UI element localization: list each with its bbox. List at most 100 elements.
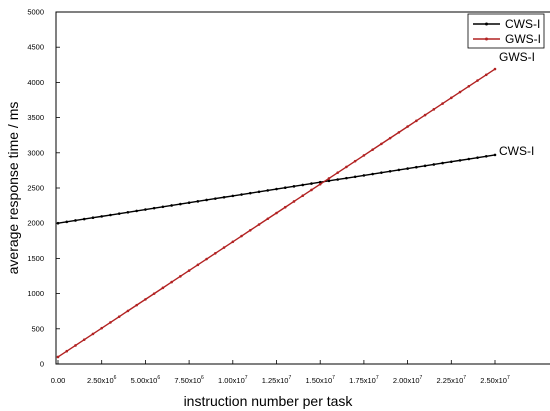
x-tick-mantissa: 5.00x10 xyxy=(131,376,158,385)
data-point xyxy=(292,200,296,203)
x-tick-label: 2.50x106 xyxy=(87,375,117,385)
data-point xyxy=(56,355,60,359)
data-point xyxy=(135,209,138,213)
data-point xyxy=(301,194,305,198)
data-point xyxy=(231,240,235,244)
data-point xyxy=(117,212,121,215)
y-tick-label: 5000 xyxy=(27,8,44,17)
data-point xyxy=(144,208,147,211)
x-tick-label: 5.00x106 xyxy=(131,375,161,385)
data-point xyxy=(179,275,182,278)
data-point xyxy=(336,178,339,181)
data-point xyxy=(161,286,165,290)
plot-frame xyxy=(55,11,550,365)
y-tick-label: 2000 xyxy=(27,219,44,228)
data-point xyxy=(65,220,69,224)
x-tick-exponent: 6 xyxy=(114,375,117,381)
x-tick-mantissa: 1.75x10 xyxy=(349,376,376,385)
data-point xyxy=(266,217,270,221)
data-point xyxy=(205,257,208,261)
data-point xyxy=(91,332,95,336)
data-point xyxy=(74,219,77,222)
data-point xyxy=(493,153,497,157)
data-point xyxy=(56,221,60,225)
y-tick-label: 4000 xyxy=(27,78,44,87)
data-point xyxy=(196,263,200,267)
x-tick-label: 2.50x107 xyxy=(480,375,510,385)
data-point xyxy=(187,269,191,272)
data-point xyxy=(257,223,261,226)
data-point xyxy=(257,190,261,194)
data-point xyxy=(423,113,427,117)
x-tick-label: 1.75x107 xyxy=(349,375,379,385)
data-point xyxy=(458,90,462,94)
y-tick-label: 1000 xyxy=(27,289,44,298)
data-point xyxy=(170,204,173,207)
data-point xyxy=(100,215,103,218)
data-point xyxy=(275,211,278,215)
data-point xyxy=(214,252,217,255)
data-point xyxy=(144,298,147,301)
data-point xyxy=(301,183,305,187)
x-tick-exponent: 7 xyxy=(288,375,291,381)
data-point xyxy=(353,175,357,179)
data-point xyxy=(467,85,471,88)
x-tick-exponent: 7 xyxy=(332,375,335,381)
y-tick-label: 0 xyxy=(40,360,44,369)
legend-marker xyxy=(485,37,488,41)
data-point xyxy=(327,177,331,180)
legend-label: GWS-I xyxy=(505,32,541,46)
data-point xyxy=(214,197,217,200)
data-point xyxy=(248,191,252,195)
legend-marker xyxy=(485,22,488,26)
x-tick-label: 7.50x106 xyxy=(174,375,204,385)
data-point xyxy=(283,205,287,209)
data-point xyxy=(310,188,313,192)
series-layer xyxy=(56,67,497,359)
data-point xyxy=(345,165,348,169)
data-point xyxy=(406,125,409,128)
data-point xyxy=(362,174,366,177)
y-tick-label: 4500 xyxy=(27,43,44,52)
data-point xyxy=(406,167,409,170)
data-point xyxy=(476,79,479,82)
data-point xyxy=(240,193,243,196)
data-point xyxy=(458,159,462,162)
series-end-label: CWS-I xyxy=(499,144,534,158)
data-point xyxy=(240,234,243,238)
x-tick-label: 2.25x107 xyxy=(437,375,467,385)
x-tick-mantissa: 2.00x10 xyxy=(393,376,420,385)
data-point xyxy=(65,349,69,353)
data-point xyxy=(450,160,453,164)
data-point xyxy=(275,187,278,191)
data-point xyxy=(318,180,322,184)
data-point xyxy=(170,280,173,284)
data-point xyxy=(205,198,208,202)
data-point xyxy=(222,195,226,199)
data-point xyxy=(388,136,392,140)
data-point xyxy=(91,216,95,220)
data-point xyxy=(117,315,121,318)
data-point xyxy=(484,73,488,77)
series-end-label: GWS-I xyxy=(499,50,535,64)
data-point xyxy=(397,131,401,134)
data-point xyxy=(100,326,103,330)
data-point xyxy=(126,309,130,313)
data-point xyxy=(415,119,418,123)
x-tick-label: 1.00x107 xyxy=(218,375,248,385)
x-tick-label: 2.00x107 xyxy=(393,375,423,385)
data-point xyxy=(187,201,191,205)
y-axis-title: average response time / ms xyxy=(5,102,21,275)
data-point xyxy=(362,154,366,157)
x-tick-exponent: 7 xyxy=(420,375,423,381)
data-point xyxy=(82,217,86,221)
x-tick-mantissa: 2.50x10 xyxy=(87,376,114,385)
data-point xyxy=(476,156,479,159)
data-point xyxy=(484,154,488,158)
data-point xyxy=(179,202,182,206)
legend-label: CWS-I xyxy=(505,17,540,31)
data-point xyxy=(152,292,156,295)
y-axis: 0 500 1000 1500 2000 2500 3000 3500 4000 4500 5000 xyxy=(27,8,60,369)
